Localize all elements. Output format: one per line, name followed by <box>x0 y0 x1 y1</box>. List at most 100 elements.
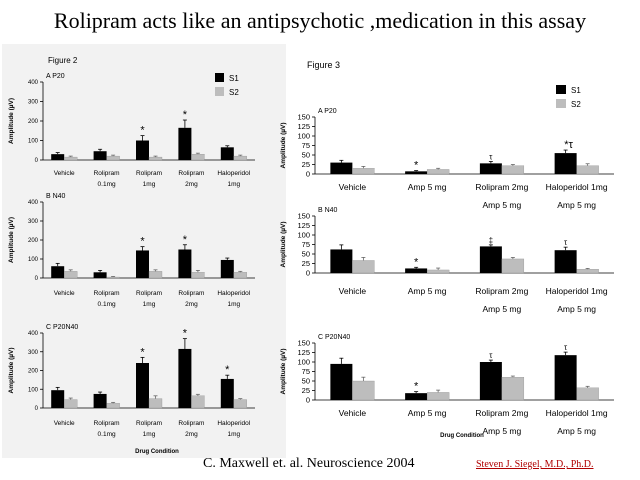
panel-4-ytick-label: 150 <box>297 212 310 221</box>
panel-0-bar-s2 <box>148 156 163 161</box>
panel-3-category-label: Amp 5 mg <box>557 200 596 210</box>
panel-4-significance-marker: τ <box>564 238 568 247</box>
panel-1-ytick-label: 400 <box>28 200 39 206</box>
figure2-title: Figure 2 <box>48 56 78 65</box>
figure3-title: Figure 3 <box>307 60 340 70</box>
panel-3-bar-s1 <box>554 153 577 174</box>
panel-3-significance-marker: *τ <box>564 139 573 151</box>
panel-0-bar-s2 <box>233 155 247 161</box>
panel-2-category-label: 2mg <box>185 431 198 438</box>
panel-0-bar-s1 <box>178 127 192 160</box>
panel-3-ytick-label: 100 <box>297 132 310 141</box>
panel-4-ytick-label: 125 <box>297 221 310 230</box>
panel-5-bar-s2 <box>352 380 375 401</box>
panel-4-category-label: Rolipram 2mg <box>475 286 528 296</box>
panel-2-ytick-label: 400 <box>28 331 39 337</box>
author-link[interactable]: Steven J. Siegel, M.D., Ph.D. <box>476 459 594 470</box>
panel-2-category-label: 1mg <box>227 431 240 438</box>
panel-0-category-label: 1mg <box>227 181 240 188</box>
panel-4-bar-s1 <box>554 250 577 273</box>
panel-1-category-label: Rolipram <box>178 290 204 297</box>
panel-1-bar-s2 <box>106 276 120 279</box>
panel-2-bar-s2 <box>233 399 247 409</box>
panel-2-category-label: Vehicle <box>54 420 75 427</box>
panel-5-ytick-label: 0 <box>306 396 310 405</box>
panel-5-label: C P20N40 <box>318 334 350 341</box>
panel-5-bar-s2 <box>426 392 450 401</box>
panel-0-category-label: 1mg <box>143 181 156 188</box>
panel-1-category-label: Haloperidol <box>217 290 250 297</box>
panel-3-ytick-label: 0 <box>306 170 310 179</box>
panel-2-bar-s1 <box>51 390 65 408</box>
panel-1-category-label: 1mg <box>143 301 156 308</box>
panel-4-ytick-label: 75 <box>302 240 310 249</box>
panel-4-significance-marker: * <box>414 256 419 268</box>
panel-2-category-label: 1mg <box>143 431 156 438</box>
figure2-legend-s1-label: S1 <box>229 74 239 83</box>
panel-1-category-label: 2mg <box>185 301 198 308</box>
panel-0-category-label: Rolipram <box>136 170 162 177</box>
panel-5-ytick-label: 100 <box>297 358 310 367</box>
panel-2-bar-s1 <box>178 348 192 408</box>
panel-1-category-label: 1mg <box>227 301 240 308</box>
figure3-legend-s1-swatch <box>556 85 566 94</box>
panel-5-significance-marker: τ <box>489 351 493 360</box>
panel-3-category-label: Rolipram 2mg <box>475 182 528 192</box>
panel-5-ytick-label: 50 <box>302 377 310 386</box>
panel-0-bar-s2 <box>106 155 120 161</box>
panel-5-bar-s2 <box>576 387 599 401</box>
panel-2-ytick-label: 0 <box>35 406 39 412</box>
slide-title: Rolipram acts like an antipsychotic ,med… <box>53 8 587 33</box>
panel-0-bar-s1 <box>136 140 149 160</box>
panel-0-bar-s1 <box>220 147 234 160</box>
panel-2-category-label: Rolipram <box>94 420 120 427</box>
panel-1-y-axis-title: Amplitude (µV) <box>8 217 15 263</box>
panel-1-bar-s1 <box>136 250 149 278</box>
panel-3-ytick-label: 25 <box>302 160 310 169</box>
panel-4-category-label: Amp 5 mg <box>557 304 596 314</box>
panel-2-ytick-label: 200 <box>28 369 39 375</box>
panel-1-bar-s2 <box>191 272 205 279</box>
panel-4-category-label: Vehicle <box>339 286 367 296</box>
panel-3-bar-s1 <box>330 162 353 174</box>
panel-4-category-label: Amp 5 mg <box>408 286 447 296</box>
panel-4-significance-marker: ‡ <box>489 236 493 245</box>
panel-2-bar-s2 <box>106 403 120 409</box>
figure2-legend-s2-swatch <box>215 87 224 96</box>
panel-2-significance-marker: * <box>225 364 230 376</box>
panel-1-significance-marker: * <box>183 234 188 246</box>
panel-2-bar-s2 <box>148 398 163 409</box>
panel-5-category-label: Amp 5 mg <box>483 426 522 436</box>
panel-1-category-label: Vehicle <box>54 290 75 297</box>
panel-4-ytick-label: 25 <box>302 259 310 268</box>
panel-3-bar-s2 <box>352 168 375 175</box>
panel-1-category-label: 0.1mg <box>98 301 116 308</box>
panel-1-ytick-label: 100 <box>28 257 39 263</box>
panel-4-bar-s1 <box>405 268 428 273</box>
panel-3-label: A P20 <box>318 108 337 115</box>
panel-5-bar-s1 <box>330 363 353 400</box>
panel-0-ytick-label: 200 <box>28 119 39 125</box>
panel-2-label: C P20N40 <box>46 324 78 331</box>
panel-5-bar-s1 <box>554 355 577 400</box>
panel-2-ytick-label: 100 <box>28 387 39 393</box>
panel-4-bar-s1 <box>479 246 502 273</box>
panel-4-y-axis-title: Amplitude (µV) <box>280 222 287 268</box>
panel-3-bar-s1 <box>479 163 502 174</box>
panel-0-category-label: Vehicle <box>54 170 75 177</box>
figure2-x-axis-title: Drug Condition <box>135 449 179 455</box>
panel-5-category-label: Rolipram 2mg <box>475 408 528 418</box>
charts-layer: A P20 Amplitude (µV) 0 100 200 300 400 Vehicle R… <box>8 73 614 438</box>
panel-3-bar-s1 <box>405 171 428 174</box>
panel-4-bar-s1 <box>330 249 353 273</box>
panel-0-significance-marker: * <box>183 109 188 121</box>
panel-2-category-label: Haloperidol <box>217 420 250 427</box>
panel-0-ytick-label: 300 <box>28 100 39 106</box>
panel-0-bar-s2 <box>64 156 78 161</box>
panel-0-ytick-label: 400 <box>28 80 39 86</box>
panel-0-category-label: 0.1mg <box>98 181 116 188</box>
panel-3-significance-marker: * <box>414 160 419 172</box>
panel-2-ytick-label: 300 <box>28 350 39 356</box>
panel-1-bar-s2 <box>64 271 78 279</box>
